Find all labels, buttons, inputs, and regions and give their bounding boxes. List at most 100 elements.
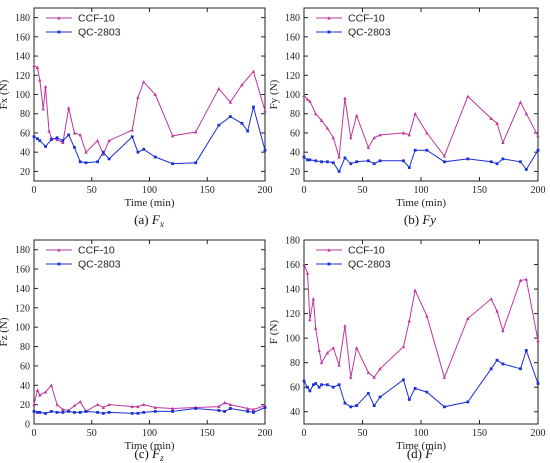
data-point <box>84 410 88 413</box>
data-point <box>372 162 376 166</box>
x-tick-label: 0 <box>32 428 37 439</box>
data-point <box>228 402 233 407</box>
data-point <box>223 410 226 413</box>
y-axis-title: Fy (N) <box>268 79 280 109</box>
data-point <box>142 410 146 414</box>
x-axis-title: Time (min) <box>124 197 174 209</box>
y-tick-label: 80 <box>20 109 30 120</box>
data-point <box>501 362 505 366</box>
data-point <box>171 410 174 413</box>
data-point <box>136 150 140 154</box>
data-point <box>524 277 528 281</box>
data-point <box>401 344 406 349</box>
y-tick-label: 140 <box>15 284 30 295</box>
data-point <box>49 383 54 387</box>
data-point <box>41 107 45 111</box>
x-tick-label: 50 <box>87 428 97 439</box>
data-point <box>495 121 499 125</box>
panel-2: 0 50 100 150 200 20 40 60 80 100 120 140 160 180 Time … <box>268 7 546 227</box>
data-point <box>349 135 353 140</box>
data-point <box>44 145 47 148</box>
data-point <box>263 406 267 409</box>
y-tick-label: 160 <box>285 260 300 271</box>
data-point <box>302 262 306 267</box>
data-point <box>317 348 321 352</box>
panel-1: 0 50 100 150 200 20 40 60 80 100 120 140 160 180 Time … <box>0 7 273 229</box>
x-tick-label: 0 <box>32 185 37 196</box>
data-point <box>354 346 359 350</box>
data-point <box>402 378 405 382</box>
data-point <box>130 411 134 415</box>
data-point <box>355 160 359 164</box>
legend-label: QC-2803 <box>78 27 121 39</box>
data-point <box>372 375 376 379</box>
y-tick-label: 160 <box>15 265 30 276</box>
data-point <box>466 157 470 161</box>
y-tick-label: 40 <box>20 381 30 392</box>
data-point <box>413 288 417 292</box>
data-point <box>366 159 370 163</box>
data-point <box>343 96 347 100</box>
data-point <box>306 385 309 389</box>
data-point <box>78 410 82 414</box>
data-point <box>170 406 175 411</box>
x-tick-label: 200 <box>531 428 546 439</box>
y-tick-label: 140 <box>285 285 300 296</box>
y-axis-title: Fz (N) <box>0 317 10 346</box>
data-point <box>252 105 255 109</box>
data-point <box>466 400 470 404</box>
x-tick-label: 200 <box>258 428 273 439</box>
data-point <box>308 317 312 322</box>
data-point <box>228 407 232 410</box>
data-point <box>217 123 221 127</box>
data-point <box>326 160 329 164</box>
data-point <box>153 410 157 413</box>
data-point <box>349 162 353 166</box>
data-point <box>217 409 221 412</box>
y-tick-label: 80 <box>20 342 30 353</box>
data-point <box>101 152 105 156</box>
plot-frame <box>33 239 266 425</box>
data-point <box>246 129 250 133</box>
data-point <box>246 410 250 413</box>
x-tick-label: 150 <box>472 185 487 196</box>
data-point <box>55 410 59 414</box>
data-point <box>319 360 324 365</box>
y-tick-label: 140 <box>15 52 30 63</box>
data-point <box>95 138 100 143</box>
y-tick-label: 160 <box>15 32 30 43</box>
x-tick-label: 200 <box>258 185 273 196</box>
data-point <box>107 157 111 161</box>
data-point <box>501 140 505 145</box>
data-point <box>194 407 198 410</box>
data-point <box>251 69 256 73</box>
data-point <box>78 160 82 164</box>
data-point <box>38 139 42 143</box>
data-point <box>61 407 65 411</box>
data-point <box>302 379 306 383</box>
data-point <box>252 410 255 414</box>
data-point <box>378 133 382 137</box>
data-point <box>536 338 540 343</box>
data-point <box>107 402 111 407</box>
data-point <box>96 410 99 414</box>
data-point <box>442 154 447 158</box>
data-point <box>413 387 417 390</box>
y-tick-label: 80 <box>290 358 300 369</box>
data-point <box>130 128 134 132</box>
x-tick-label: 100 <box>142 185 157 196</box>
data-point <box>101 150 105 154</box>
data-point <box>331 346 335 350</box>
x-tick-label: 50 <box>358 428 368 439</box>
data-point <box>306 158 309 162</box>
data-point <box>305 97 310 101</box>
caption-symbol: F <box>151 446 161 461</box>
caption-prefix: (a) <box>134 212 152 227</box>
data-point <box>302 93 306 97</box>
legend-label: CCF-10 <box>78 245 115 257</box>
data-point <box>308 99 312 103</box>
data-point <box>466 316 470 321</box>
data-point <box>536 148 540 152</box>
data-point <box>153 155 157 159</box>
